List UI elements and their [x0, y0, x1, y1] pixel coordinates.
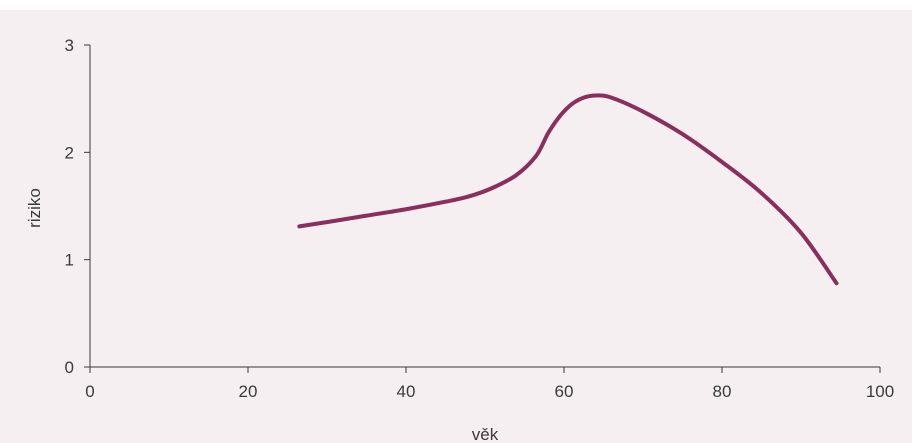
series-group [297, 93, 839, 286]
risk-series-line [297, 93, 839, 286]
y-tick-label: 1 [65, 251, 74, 270]
x-tick-label: 100 [866, 382, 894, 401]
x-tick-label: 80 [713, 382, 732, 401]
chart-background [0, 10, 912, 443]
x-tick-label: 60 [555, 382, 574, 401]
x-tick-label: 0 [85, 382, 94, 401]
y-tick-label: 0 [65, 358, 74, 377]
y-tick-label: 3 [65, 36, 74, 55]
y-tick-label: 2 [65, 143, 74, 162]
ticks: 0 20 40 60 80 100 0 1 2 3 [65, 36, 895, 401]
x-tick-label: 40 [397, 382, 416, 401]
axes [89, 45, 880, 368]
x-axis-label: věk [472, 425, 499, 443]
x-tick-label: 20 [239, 382, 258, 401]
y-axis-label: riziko [25, 188, 44, 228]
